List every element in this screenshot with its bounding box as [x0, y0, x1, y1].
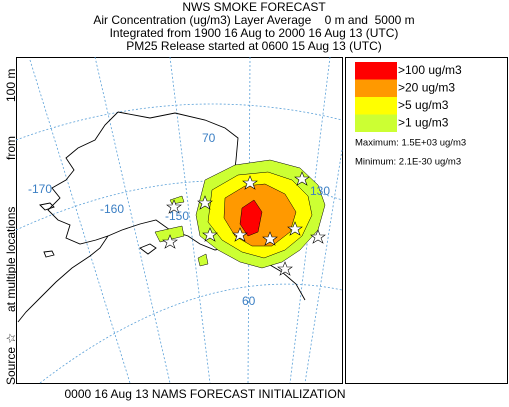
plume: [154, 159, 326, 269]
graticule-label: 130: [310, 184, 330, 198]
map: -170 -160 -150 70 130 60: [15, 56, 343, 384]
source-part: Source ☆: [4, 333, 18, 385]
legend-label: >100 ug/m3: [398, 63, 462, 77]
legend-label: >20 ug/m3: [398, 80, 455, 94]
graticule-label: -150: [165, 209, 189, 223]
minimum: Minimum: 2.1E-30 ug/m3: [355, 157, 461, 168]
legend-swatch: [355, 114, 397, 132]
legend-swatch: [355, 79, 397, 97]
footer: 0000 16 Aug 13 NAMS FORECAST INITIALIZAT…: [65, 387, 346, 401]
sources: [162, 171, 326, 276]
legend-swatch: [355, 97, 397, 115]
coastline: [17, 111, 306, 323]
title: NWS SMOKE FORECAST: [182, 0, 326, 14]
subtitle: Air Concentration (ug/m3) Layer Average …: [93, 13, 414, 27]
legend-swatch: [355, 62, 397, 80]
subtitle: PM25 Release started at 0600 15 Aug 13 (…: [126, 39, 381, 53]
legend-label: >5 ug/m3: [398, 98, 449, 112]
legend-label: >1 ug/m3: [398, 115, 449, 129]
source-part: from: [4, 136, 18, 160]
graticule-label: -170: [28, 182, 52, 196]
legend: >100 ug/m3 >20 ug/m3 >5 ug/m3 >1 ug/m3: [355, 62, 462, 132]
maximum: Maximum: 1.5E+03 ug/m3: [355, 138, 466, 149]
source-part: 100 m: [4, 69, 18, 102]
graticule-label: 60: [242, 294, 256, 308]
island: [39, 202, 157, 258]
source-label: Source ☆ at multiple locations from 100 …: [4, 69, 18, 385]
subtitle: Integrated from 1900 16 Aug to 2000 16 A…: [110, 26, 399, 40]
graticule-label: 70: [202, 131, 216, 145]
source-part: at multiple locations: [4, 207, 18, 312]
graticule-label: -160: [100, 202, 124, 216]
plume-contour: [239, 199, 263, 237]
